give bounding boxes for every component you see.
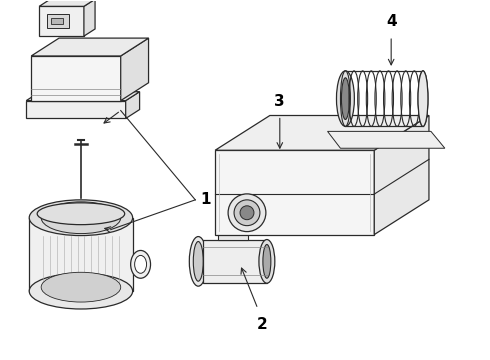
Polygon shape — [121, 38, 148, 100]
Ellipse shape — [259, 239, 275, 283]
Ellipse shape — [189, 237, 207, 286]
Ellipse shape — [131, 251, 150, 278]
Ellipse shape — [29, 273, 133, 309]
Ellipse shape — [29, 200, 133, 235]
Ellipse shape — [193, 242, 203, 281]
Ellipse shape — [418, 71, 428, 126]
Polygon shape — [222, 208, 244, 218]
Polygon shape — [218, 218, 248, 239]
Text: 1: 1 — [200, 192, 211, 207]
Ellipse shape — [135, 255, 147, 273]
Ellipse shape — [240, 206, 254, 220]
Ellipse shape — [228, 194, 266, 231]
Polygon shape — [47, 14, 69, 28]
Polygon shape — [327, 131, 445, 148]
Polygon shape — [374, 116, 429, 235]
Polygon shape — [39, 0, 95, 6]
Ellipse shape — [263, 244, 271, 278]
Ellipse shape — [342, 78, 349, 120]
Polygon shape — [29, 218, 133, 291]
Polygon shape — [39, 6, 84, 36]
Polygon shape — [26, 100, 125, 118]
Text: 2: 2 — [257, 317, 267, 332]
Polygon shape — [84, 0, 95, 36]
Polygon shape — [215, 150, 374, 235]
Ellipse shape — [37, 203, 124, 225]
Polygon shape — [125, 92, 140, 118]
Polygon shape — [203, 239, 267, 283]
Text: 3: 3 — [274, 94, 285, 109]
Polygon shape — [31, 56, 121, 100]
Text: 4: 4 — [386, 14, 396, 29]
Polygon shape — [51, 18, 63, 24]
Ellipse shape — [41, 272, 121, 302]
Ellipse shape — [234, 200, 260, 226]
Polygon shape — [215, 116, 429, 150]
Polygon shape — [26, 92, 140, 100]
Ellipse shape — [41, 202, 121, 234]
Polygon shape — [31, 38, 148, 56]
Ellipse shape — [337, 71, 354, 126]
